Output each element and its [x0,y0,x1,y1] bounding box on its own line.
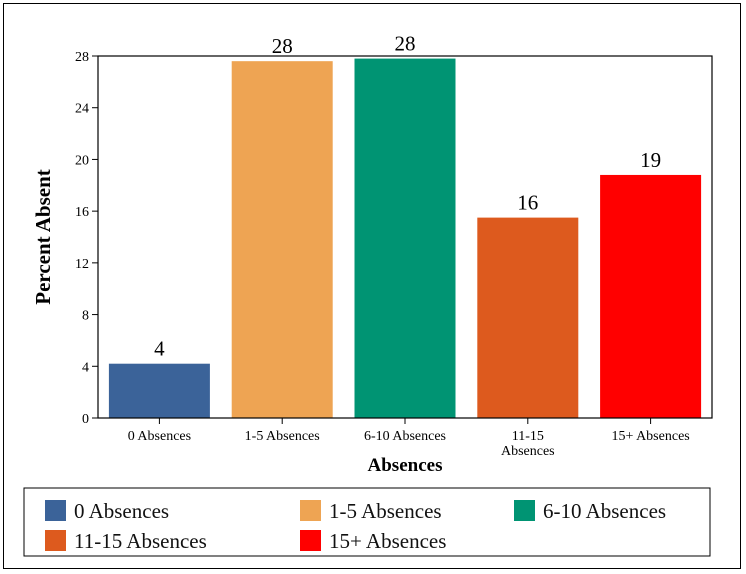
x-axis-ticks: 0 Absences 1-5 Absences 6-10 Absences 11-15… [128,418,690,459]
bar-value-label: 19 [640,148,661,172]
y-tick-label: 28 [75,50,89,65]
legend-label: 11-15 Absences [74,529,207,553]
plot-area-border [97,55,713,419]
legend-swatch [300,530,321,551]
data-labels: 4 28 28 16 19 [154,32,661,361]
legend-swatch [300,500,321,521]
legend-label: 15+ Absences [329,529,446,553]
y-axis-ticks: 0 4 8 12 16 20 24 28 [75,50,98,427]
y-tick-label: 16 [75,205,89,220]
bar [108,363,210,418]
bar-value-label: 28 [272,34,293,58]
legend-label: 6-10 Absences [543,499,666,523]
bar-value-label: 4 [154,337,165,361]
legend-label: 1-5 Absences [329,499,442,523]
x-tick-label: 11-15 [512,429,544,444]
x-tick-label: 1-5 Absences [245,429,320,444]
legend-box [23,487,711,557]
legend-swatch [514,500,535,521]
y-tick-label: 12 [75,257,89,272]
legend-swatch [45,530,66,551]
bar [354,58,456,418]
x-tick-label: 6-10 Absences [364,429,446,444]
legend-label: 0 Absences [74,499,169,523]
bar [477,217,579,418]
bars [108,58,702,419]
x-tick-label: 15+ Absences [611,429,689,444]
bar-value-label: 16 [517,191,538,215]
x-tick-label: Absences [501,444,555,459]
legend: 0 Absences 1-5 Absences 6-10 Absences 11-15… [45,499,666,553]
y-tick-label: 4 [82,360,89,375]
y-axis-title: Percent Absent [31,169,55,305]
bar-value-label: 28 [395,32,416,56]
y-tick-label: 0 [82,412,89,427]
y-tick-label: 24 [75,102,89,117]
y-tick-label: 20 [75,153,89,168]
bar [231,61,333,419]
y-tick-label: 8 [82,309,89,324]
x-axis-title: Absences [368,455,443,476]
bar [600,174,702,418]
legend-swatch [45,500,66,521]
x-tick-label: 0 Absences [128,429,191,444]
